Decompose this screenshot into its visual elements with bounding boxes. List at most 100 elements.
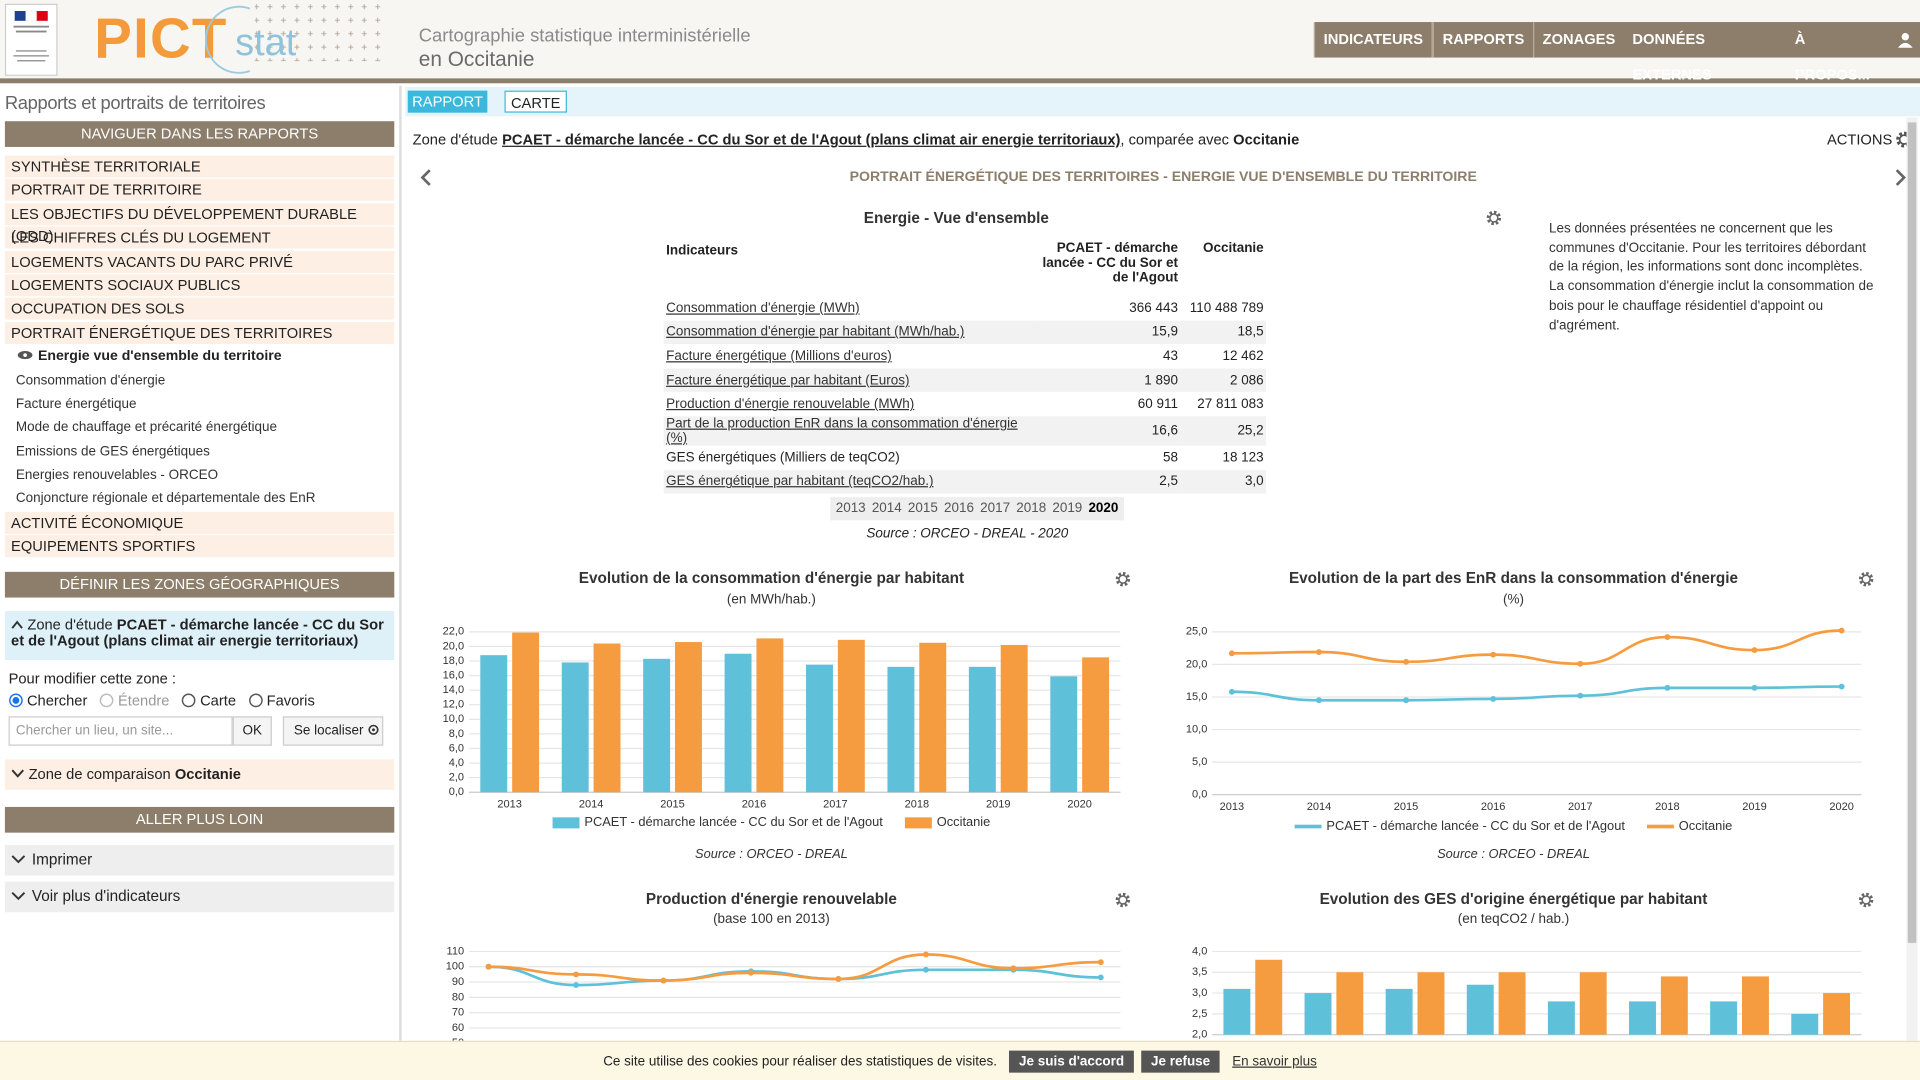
- y-tick-label: 20,0: [443, 640, 464, 652]
- cookie-banner: Ce site utilise des cookies pour réalise…: [0, 1041, 1920, 1080]
- bar: [1223, 989, 1250, 1035]
- point: [1577, 661, 1583, 667]
- line: [1232, 631, 1842, 664]
- point: [1403, 697, 1409, 703]
- legend-swatch: [553, 817, 580, 828]
- bar: [838, 640, 865, 792]
- y-tick-label: 6,0: [449, 742, 464, 754]
- x-tick-label: 2018: [1655, 801, 1680, 813]
- bar: [806, 665, 833, 793]
- bar: [1467, 985, 1494, 1035]
- legend-label[interactable]: PCAET - démarche lancée - CC du Sor et d…: [584, 814, 883, 829]
- bar: [512, 633, 539, 793]
- y-tick-label: 4,0: [449, 757, 464, 769]
- y-tick-label: 5,0: [1192, 756, 1207, 768]
- bar: [969, 667, 996, 792]
- legend-label[interactable]: Occitanie: [1679, 818, 1733, 833]
- point: [1839, 684, 1845, 690]
- chart-subtitle: (en MWh/hab.): [727, 592, 816, 607]
- bar: [1823, 993, 1850, 1035]
- y-tick-label: 0,0: [1192, 789, 1207, 801]
- x-tick-label: 2017: [823, 798, 848, 810]
- x-tick-label: 2017: [1568, 801, 1593, 813]
- legend-label[interactable]: PCAET - démarche lancée - CC du Sor et d…: [1326, 818, 1625, 833]
- point: [486, 964, 492, 970]
- refuse-button[interactable]: Je refuse: [1141, 1051, 1220, 1073]
- legend-label[interactable]: Occitanie: [937, 814, 991, 829]
- point: [1752, 685, 1758, 691]
- y-tick-label: 0,0: [449, 786, 464, 798]
- bar: [1548, 1001, 1575, 1034]
- point: [835, 976, 841, 982]
- point: [661, 978, 667, 984]
- bar: [1710, 1001, 1737, 1034]
- chart-title: Production d'énergie renouvelable: [646, 891, 897, 908]
- bar: [594, 644, 621, 793]
- y-tick-label: 18,0: [443, 655, 464, 667]
- y-tick-label: 3,0: [1192, 987, 1207, 999]
- chart-subtitle: (base 100 en 2013): [713, 911, 830, 926]
- chart-title: Evolution de la consommation d'énergie p…: [579, 570, 964, 587]
- y-tick-label: 25,0: [1186, 626, 1207, 638]
- point: [1664, 634, 1670, 640]
- line: [1232, 687, 1842, 701]
- y-tick-label: 2,0: [449, 772, 464, 784]
- chart-source: Source : ORCEO - DREAL: [1437, 846, 1590, 861]
- y-tick-label: 10,0: [443, 713, 464, 725]
- x-tick-label: 2013: [1220, 801, 1245, 813]
- point: [1010, 965, 1016, 971]
- point: [1490, 652, 1496, 658]
- gear-ring: [1862, 896, 1870, 904]
- gear-icon[interactable]: [1117, 894, 1128, 905]
- point: [1316, 697, 1322, 703]
- y-tick-label: 15,0: [1186, 691, 1207, 703]
- point: [1403, 659, 1409, 665]
- legend-swatch: [1647, 825, 1674, 829]
- gear-icon[interactable]: [1117, 574, 1128, 585]
- point: [1577, 693, 1583, 699]
- bar: [919, 643, 946, 792]
- more-link[interactable]: En savoir plus: [1232, 1054, 1317, 1069]
- y-tick-label: 3,5: [1192, 966, 1207, 978]
- bar: [1499, 972, 1526, 1034]
- x-tick-label: 2014: [1307, 801, 1332, 813]
- bar: [1050, 676, 1077, 792]
- bar: [1418, 972, 1445, 1034]
- accept-button[interactable]: Je suis d'accord: [1009, 1051, 1134, 1073]
- gear-ring: [1119, 896, 1127, 904]
- line: [489, 954, 1101, 980]
- x-tick-label: 2015: [660, 798, 685, 810]
- scrollbar[interactable]: [1907, 118, 1918, 1041]
- x-tick-label: 2016: [742, 798, 767, 810]
- y-tick-label: 22,0: [443, 626, 464, 638]
- chart-subtitle: (en teqCO2 / hab.): [1458, 911, 1569, 926]
- point: [1490, 696, 1496, 702]
- bar: [1001, 645, 1028, 792]
- bar: [562, 662, 589, 792]
- bar: [1336, 972, 1363, 1034]
- x-tick-label: 2018: [905, 798, 930, 810]
- bar: [1255, 960, 1282, 1035]
- bar: [1661, 976, 1688, 1034]
- point: [1664, 685, 1670, 691]
- point: [573, 971, 579, 977]
- x-tick-label: 2020: [1829, 801, 1854, 813]
- point: [1229, 689, 1235, 695]
- bar: [643, 659, 670, 792]
- point: [1316, 649, 1322, 655]
- gear-icon[interactable]: [1860, 574, 1871, 585]
- point: [923, 952, 929, 958]
- y-tick-label: 60: [452, 1022, 464, 1034]
- chart-subtitle: (%): [1503, 592, 1524, 607]
- bar: [756, 638, 783, 792]
- legend-swatch: [1295, 825, 1322, 829]
- y-tick-label: 10,0: [1186, 723, 1207, 735]
- gear-ring: [1119, 575, 1127, 583]
- bar: [1386, 989, 1413, 1035]
- x-tick-label: 2013: [497, 798, 522, 810]
- x-tick-label: 2016: [1481, 801, 1506, 813]
- scrollbar-thumb[interactable]: [1908, 122, 1917, 942]
- gear-icon[interactable]: [1860, 894, 1871, 905]
